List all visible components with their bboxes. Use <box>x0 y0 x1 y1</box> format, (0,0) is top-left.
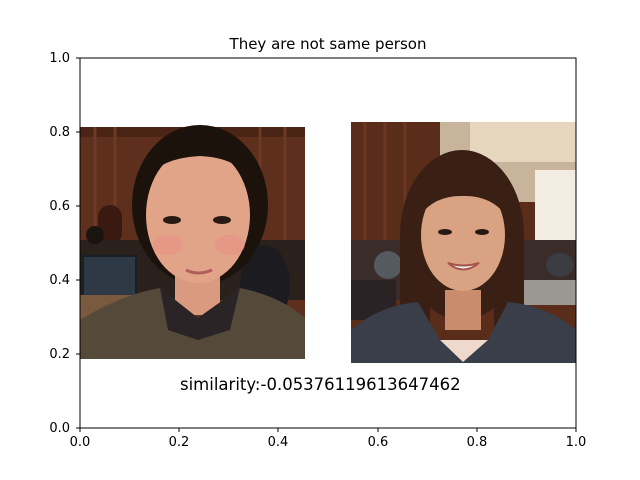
x-tick-label: 1.0 <box>566 435 587 450</box>
y-tick-label: 0.6 <box>49 199 70 214</box>
x-tick-label: 0.8 <box>467 435 488 450</box>
x-axis: 0.0 0.2 0.4 0.6 0.8 1.0 <box>70 428 587 450</box>
x-tick-label: 0.0 <box>70 435 91 450</box>
y-tick-label: 0.4 <box>49 273 70 288</box>
y-tick-label: 1.0 <box>49 51 70 66</box>
x-tick-label: 0.2 <box>169 435 190 450</box>
y-tick-label: 0.0 <box>49 421 70 436</box>
right-face-image <box>351 122 576 363</box>
similarity-annotation: similarity:-0.05376119613647462 <box>180 375 461 394</box>
left-face-image <box>80 125 305 359</box>
chart-title: They are not same person <box>229 35 427 53</box>
y-tick-label: 0.2 <box>49 347 70 362</box>
x-tick-label: 0.6 <box>368 435 389 450</box>
axes-frame <box>79 57 577 429</box>
y-tick-label: 0.8 <box>49 125 70 140</box>
x-tick-label: 0.4 <box>268 435 289 450</box>
y-axis: 0.0 0.2 0.4 0.6 0.8 1.0 <box>49 51 80 436</box>
